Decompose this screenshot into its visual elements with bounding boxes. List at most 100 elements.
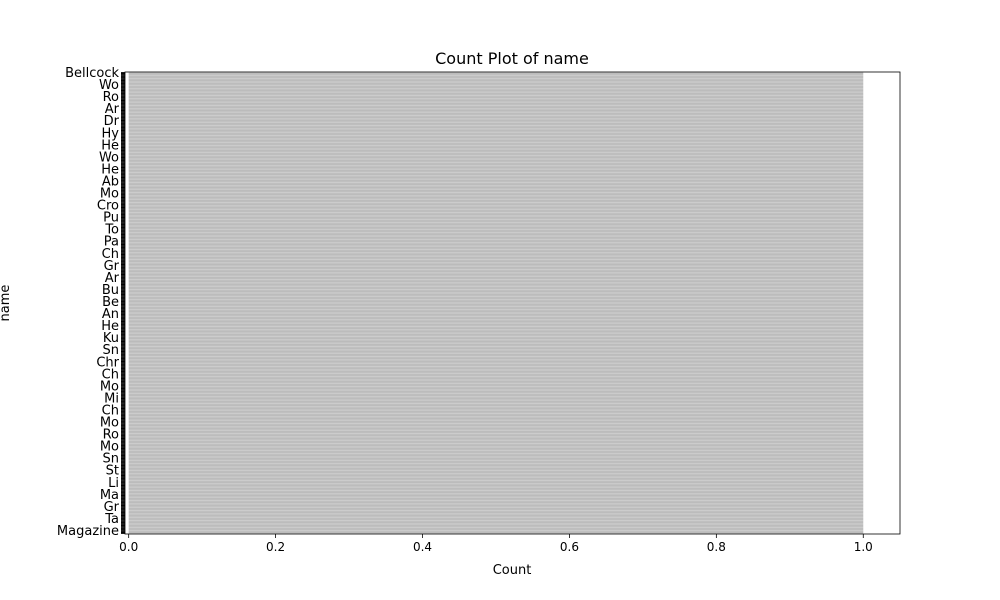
bar — [128, 196, 864, 198]
bar — [128, 286, 864, 287]
bar — [128, 339, 864, 340]
bar — [128, 444, 864, 446]
bar — [128, 147, 864, 149]
bar — [128, 530, 864, 531]
bar — [128, 169, 864, 171]
bar — [128, 197, 864, 199]
bar — [128, 415, 864, 417]
bar — [128, 450, 864, 451]
bar — [128, 460, 864, 461]
bar — [128, 296, 864, 298]
y-tick-label: Ku — [103, 331, 119, 346]
bar — [128, 105, 864, 106]
bar — [128, 153, 864, 155]
bar — [128, 431, 864, 433]
bar — [128, 310, 864, 311]
bar — [128, 182, 864, 183]
bar — [128, 494, 864, 496]
bar — [128, 176, 864, 177]
bar — [128, 508, 864, 510]
bar — [128, 225, 864, 226]
bar — [128, 179, 864, 180]
bar — [128, 433, 864, 434]
bar — [128, 286, 864, 288]
bar — [128, 500, 864, 502]
bar — [128, 323, 864, 325]
bar — [128, 193, 864, 195]
bar — [128, 223, 864, 225]
bar — [128, 353, 864, 354]
bar — [128, 395, 864, 397]
bar — [128, 495, 864, 497]
y-tick-label: Ch — [102, 367, 119, 382]
y-tick-label: Ab — [102, 174, 119, 189]
bar — [128, 119, 864, 120]
bar — [128, 483, 864, 484]
bar — [128, 216, 864, 217]
bar — [128, 108, 864, 109]
y-tick-label: He — [101, 138, 119, 153]
bar — [128, 256, 864, 258]
bar — [128, 345, 864, 347]
bar — [128, 168, 864, 169]
bar — [128, 383, 864, 385]
bar — [128, 233, 864, 235]
bar — [128, 170, 864, 172]
bar — [128, 502, 864, 504]
bar — [128, 389, 864, 390]
bar — [128, 370, 864, 372]
bar — [128, 429, 864, 430]
bar — [128, 504, 864, 506]
y-tick-label: Pu — [103, 211, 119, 226]
y-tick-label: Be — [102, 295, 119, 310]
bar — [128, 494, 864, 495]
bar — [128, 442, 864, 444]
bar — [128, 322, 864, 323]
bar — [128, 340, 864, 341]
bar — [128, 452, 864, 454]
bar — [128, 447, 864, 448]
bar — [128, 401, 864, 403]
bar — [128, 174, 864, 176]
bar — [128, 303, 864, 305]
bar — [128, 159, 864, 160]
bar — [128, 501, 864, 503]
bar — [128, 521, 864, 523]
bar — [128, 133, 864, 135]
bar — [128, 146, 864, 148]
bar — [128, 446, 864, 447]
bar — [128, 255, 864, 256]
bar — [128, 291, 864, 293]
bar — [128, 396, 864, 397]
bar — [128, 206, 864, 207]
bar — [128, 369, 864, 370]
bar — [128, 74, 864, 76]
bar — [128, 453, 864, 455]
bar — [128, 526, 864, 527]
bar — [128, 385, 864, 387]
bar — [128, 135, 864, 136]
bar — [128, 222, 864, 223]
bar — [128, 161, 864, 163]
bar — [128, 517, 864, 519]
bar — [128, 484, 864, 486]
y-tick-label: Chr — [96, 355, 119, 370]
bar — [128, 426, 864, 427]
bar — [128, 94, 864, 96]
bar — [128, 467, 864, 469]
bar — [128, 370, 864, 371]
bar — [128, 413, 864, 415]
bar — [128, 271, 864, 273]
bar — [128, 280, 864, 282]
bar — [128, 520, 864, 522]
bar — [128, 259, 864, 261]
bar — [128, 246, 864, 247]
bar — [128, 266, 864, 267]
bar — [128, 313, 864, 315]
bar — [128, 185, 864, 186]
bar — [128, 445, 864, 447]
bar — [128, 95, 864, 96]
y-tick-label: Dr — [104, 114, 120, 129]
bar — [128, 404, 864, 406]
bar — [128, 213, 864, 215]
